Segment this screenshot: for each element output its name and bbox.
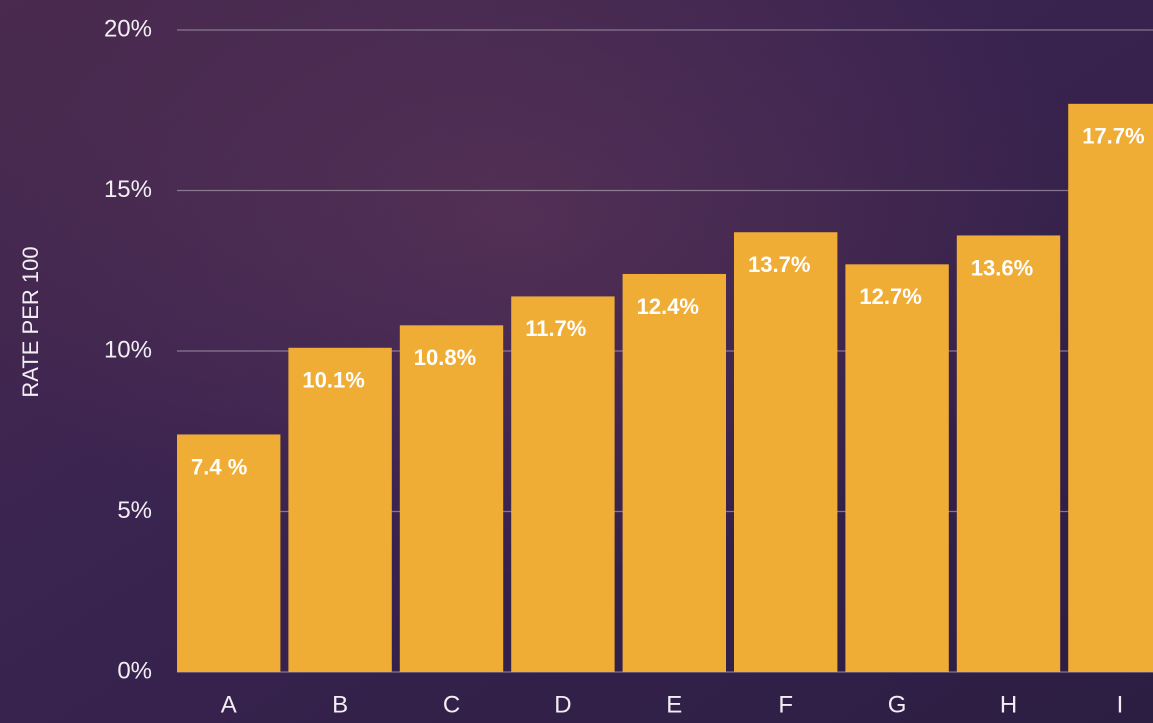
bar: [511, 296, 615, 672]
x-tick-label: E: [666, 691, 682, 718]
value-label: 11.7%: [525, 316, 586, 341]
x-tick-label: H: [1000, 691, 1017, 718]
value-label: 10.8%: [414, 345, 476, 370]
value-label: 10.1%: [302, 368, 364, 393]
x-tick-label: A: [221, 691, 237, 718]
bar: [622, 273, 726, 672]
bar: [399, 325, 504, 672]
x-tick-label: I: [1117, 691, 1124, 718]
value-label: 12.4%: [637, 294, 699, 319]
bar: [956, 235, 1061, 672]
y-axis-label: RATE PER 100: [18, 246, 43, 397]
bar: [845, 264, 949, 672]
value-label: 17.7%: [1082, 124, 1144, 149]
bar: [734, 232, 838, 673]
y-tick-label: 15%: [104, 176, 152, 203]
y-tick-label: 5%: [117, 497, 152, 524]
bar: [288, 347, 392, 672]
x-tick-label: D: [554, 691, 571, 718]
y-tick-label: 0%: [117, 657, 152, 684]
value-label: 13.6%: [971, 255, 1033, 280]
value-label: 7.4 %: [191, 454, 247, 479]
x-tick-label: F: [778, 691, 793, 718]
value-label: 13.7%: [748, 252, 810, 277]
x-tick-label: B: [332, 691, 348, 718]
x-tick-label: C: [443, 691, 460, 718]
y-tick-label: 10%: [104, 336, 152, 363]
y-tick-label: 20%: [104, 15, 152, 42]
bar: [1068, 103, 1153, 672]
x-tick-label: G: [888, 691, 907, 718]
bar: [177, 434, 281, 672]
value-label: 12.7%: [859, 284, 921, 309]
